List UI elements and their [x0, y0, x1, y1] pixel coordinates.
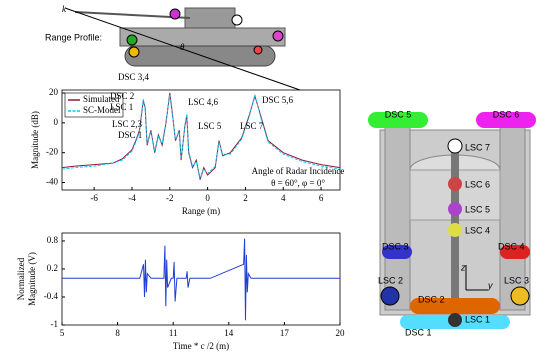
k-label: k — [62, 4, 67, 14]
annotation: DSC 3,4 — [118, 72, 150, 82]
axis-y: y — [487, 280, 493, 290]
annotation: DSC 2 — [110, 91, 134, 101]
model — [368, 112, 536, 329]
y-tick-label: -0.4 — [44, 291, 59, 301]
annotation: LSC 5 — [198, 121, 222, 131]
annotation: LSC 7 — [240, 121, 264, 131]
y-tick-label: -20 — [46, 147, 58, 157]
x-axis-label: Time * c /2 (m) — [173, 341, 229, 351]
x-tick-label: 2 — [243, 193, 248, 203]
x-tick-label: 14 — [224, 328, 234, 338]
model-label: LSC 7 — [465, 142, 490, 152]
axis-z: z — [460, 262, 466, 272]
x-tick-label: 8 — [115, 328, 120, 338]
legend-label: Simulated — [83, 94, 120, 104]
series-line — [62, 238, 340, 321]
model-label: DSC 2 — [418, 294, 445, 304]
x-tick-label: -4 — [128, 193, 136, 203]
annotation: LSC 1 — [110, 102, 133, 112]
model-label: DSC 4 — [498, 241, 525, 251]
model-label: DSC 1 — [405, 327, 432, 337]
tank: k Range Profile: θ — [45, 4, 301, 91]
x-tick-label: 11 — [169, 328, 178, 338]
theta-label: θ — [180, 42, 185, 52]
model-label: LSC 2 — [378, 275, 403, 285]
annotation: DSC 5,6 — [262, 95, 294, 105]
range-profile-label: Range Profile: — [45, 32, 102, 42]
legend-box — [64, 92, 124, 118]
annotation: DSC 1 — [118, 130, 142, 140]
x-tick-label: 20 — [336, 328, 346, 338]
y-tick-label: 0.8 — [47, 235, 59, 245]
x-tick-label: 17 — [280, 328, 290, 338]
model-labels: DSC 5 DSC 6 LSC 7 LSC 6 LSC 5 LSC 4 DSC … — [378, 109, 529, 337]
model-label: LSC 4 — [465, 225, 490, 235]
y-tick-label: 0 — [54, 117, 59, 127]
y-tick-label: 0.2 — [47, 263, 58, 273]
plot-frame — [61, 232, 341, 326]
y-axis-label: Magnitude (V) — [27, 252, 37, 306]
y-axis-label: Normalized — [16, 257, 26, 300]
annotation: Angle of Radar Incidence — [252, 166, 345, 176]
model-label: LSC 5 — [465, 204, 490, 214]
y-tick-label: 20 — [49, 87, 59, 97]
x-tick-label: 6 — [319, 193, 324, 203]
y-tick-label: -40 — [46, 177, 58, 187]
model-label: LSC 6 — [465, 179, 490, 189]
y-axis-label: Magnitude (dB) — [30, 111, 40, 169]
x-axis-label: Range (m) — [182, 206, 220, 216]
annotation: LSC 4,6 — [188, 97, 219, 107]
x-tick-label: 5 — [60, 328, 65, 338]
series-line — [61, 94, 341, 180]
annotation: θ = 60°, φ = 0° — [271, 178, 325, 188]
x-tick-label: -6 — [90, 193, 98, 203]
y-tick-label: -1 — [51, 319, 59, 329]
model-label: DSC 6 — [493, 109, 520, 119]
annotation: LSC 2,3 — [112, 119, 143, 129]
model-label: LSC 1 — [465, 314, 490, 324]
x-tick-label: -2 — [166, 193, 174, 203]
model-label: DSC 5 — [385, 109, 412, 119]
legend-label: SC-Model — [83, 105, 121, 115]
model-label: DSC 3 — [382, 241, 409, 251]
x-tick-label: 4 — [281, 193, 286, 203]
model-label: LSC 3 — [504, 275, 529, 285]
x-tick-label: 0 — [205, 193, 210, 203]
plot-frame — [61, 89, 341, 191]
